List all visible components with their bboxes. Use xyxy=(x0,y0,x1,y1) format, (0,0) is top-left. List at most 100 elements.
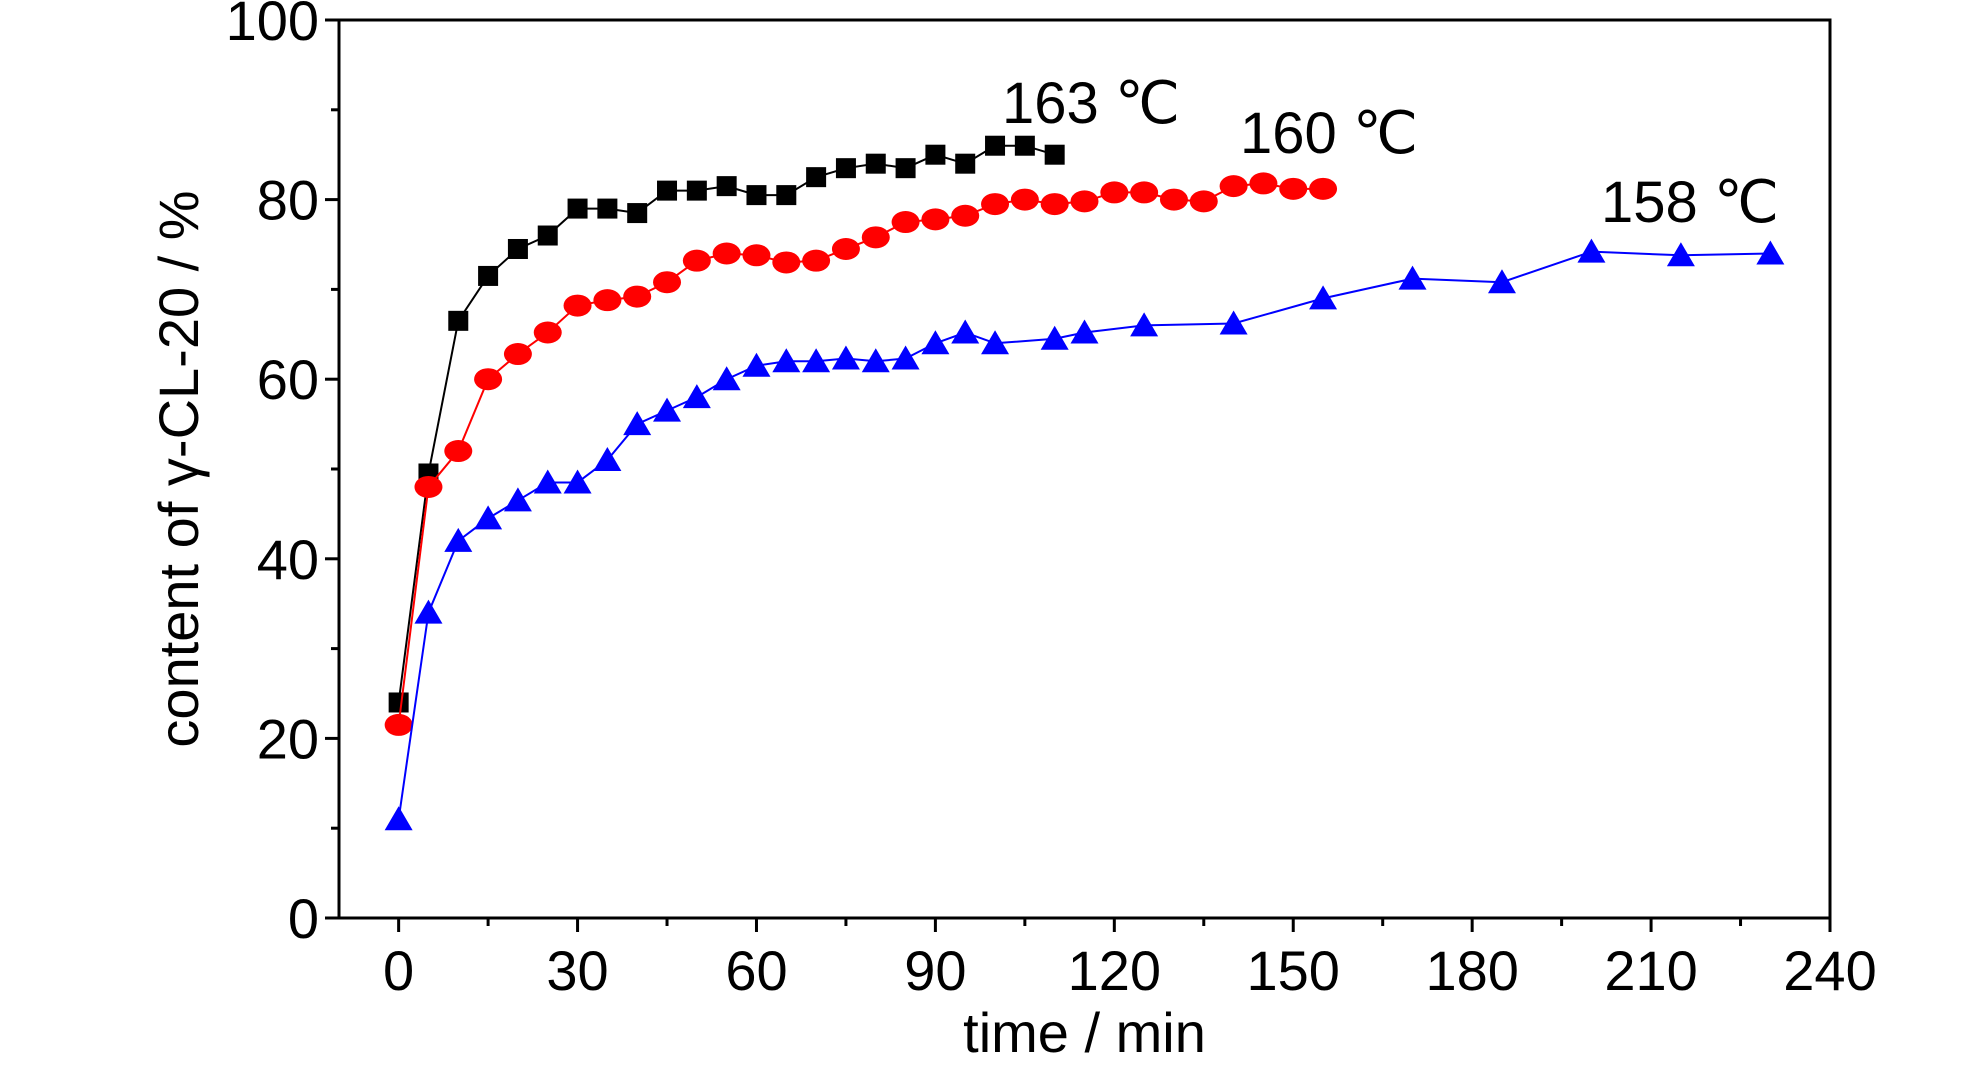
y-tick-label: 0 xyxy=(288,887,319,950)
data-point xyxy=(682,249,711,272)
data-point xyxy=(891,345,920,370)
data-point xyxy=(776,185,797,206)
data-point xyxy=(533,321,562,344)
data-point xyxy=(1398,265,1427,290)
data-point xyxy=(623,285,652,308)
data-point xyxy=(1219,175,1248,198)
data-point xyxy=(533,469,562,494)
data-point xyxy=(1130,181,1159,204)
y-tick-label: 100 xyxy=(226,0,319,52)
data-point xyxy=(925,144,946,165)
x-tick-label: 60 xyxy=(725,939,787,1002)
data-point xyxy=(712,242,741,265)
series-label: 158 ℃ xyxy=(1601,170,1779,235)
data-point xyxy=(474,505,503,530)
data-point xyxy=(955,153,976,174)
y-tick-label: 80 xyxy=(257,169,319,232)
data-point xyxy=(1487,269,1516,294)
data-point xyxy=(1189,190,1218,213)
data-point xyxy=(951,204,980,227)
data-point xyxy=(1279,177,1308,200)
x-axis-label: time / min xyxy=(963,1001,1206,1063)
x-tick-label: 210 xyxy=(1604,939,1697,1002)
data-point xyxy=(831,345,860,370)
data-point xyxy=(653,397,682,422)
plot-frame xyxy=(337,18,1832,920)
data-point xyxy=(802,249,831,272)
data-point xyxy=(772,348,801,373)
data-point xyxy=(895,158,916,179)
data-point xyxy=(1756,240,1785,265)
data-point xyxy=(746,185,767,206)
data-point xyxy=(478,265,499,286)
data-point xyxy=(1070,319,1099,344)
data-point xyxy=(537,225,558,246)
x-tick-label: 0 xyxy=(383,939,414,1002)
data-point xyxy=(414,475,443,498)
series-1 xyxy=(384,172,1338,736)
data-point xyxy=(1010,188,1039,211)
data-point xyxy=(921,330,950,355)
series-labels: 163 ℃ 160 ℃ 158 ℃ xyxy=(1002,71,1779,235)
y-tick-label: 20 xyxy=(257,707,319,770)
data-point xyxy=(1070,190,1099,213)
x-tick-label: 180 xyxy=(1425,939,1518,1002)
data-point xyxy=(657,180,678,201)
data-point xyxy=(686,180,707,201)
y-axis-ticks: 0 20 40 60 80 100 xyxy=(226,0,339,950)
data-point xyxy=(1044,144,1065,165)
data-point xyxy=(981,193,1010,216)
y-tick-label: 60 xyxy=(257,348,319,411)
data-point xyxy=(861,348,890,373)
data-point xyxy=(448,310,469,331)
data-point xyxy=(835,158,856,179)
x-tick-label: 150 xyxy=(1247,939,1340,1002)
data-point xyxy=(831,237,860,260)
series-line xyxy=(397,144,1055,703)
data-point xyxy=(563,469,592,494)
data-point xyxy=(1040,193,1069,216)
data-point xyxy=(891,211,920,234)
data-point xyxy=(712,366,741,391)
data-point xyxy=(623,411,652,436)
data-point xyxy=(444,527,473,552)
data-point xyxy=(1100,181,1129,204)
data-point xyxy=(444,440,473,463)
series-2 xyxy=(384,238,1785,831)
data-point xyxy=(503,343,532,366)
data-point xyxy=(806,167,827,188)
x-tick-label: 240 xyxy=(1783,939,1876,1002)
data-point xyxy=(1309,285,1338,310)
data-point xyxy=(1577,238,1606,263)
series-layer xyxy=(384,135,1785,831)
data-point xyxy=(772,251,801,274)
series-label: 160 ℃ xyxy=(1240,101,1418,166)
data-point xyxy=(653,271,682,294)
data-point xyxy=(503,487,532,512)
series-line xyxy=(397,182,1324,726)
data-point xyxy=(388,692,409,713)
data-point xyxy=(742,244,771,267)
data-point xyxy=(1309,177,1338,200)
data-point xyxy=(951,319,980,344)
data-point xyxy=(507,238,528,259)
data-point xyxy=(474,368,503,391)
data-point xyxy=(567,198,588,219)
data-point xyxy=(1159,188,1188,211)
data-point xyxy=(384,713,413,736)
y-axis-label: content of γ-CL-20 / % xyxy=(147,190,210,747)
data-point xyxy=(1014,135,1035,156)
data-point xyxy=(1130,312,1159,337)
data-point xyxy=(861,226,890,249)
data-point xyxy=(981,330,1010,355)
x-tick-label: 30 xyxy=(546,939,608,1002)
data-point xyxy=(1249,172,1278,195)
x-tick-label: 120 xyxy=(1068,939,1161,1002)
data-point xyxy=(742,352,771,377)
data-point xyxy=(802,348,831,373)
data-point xyxy=(716,176,737,197)
y-tick-label: 40 xyxy=(257,528,319,591)
data-point xyxy=(593,447,622,472)
